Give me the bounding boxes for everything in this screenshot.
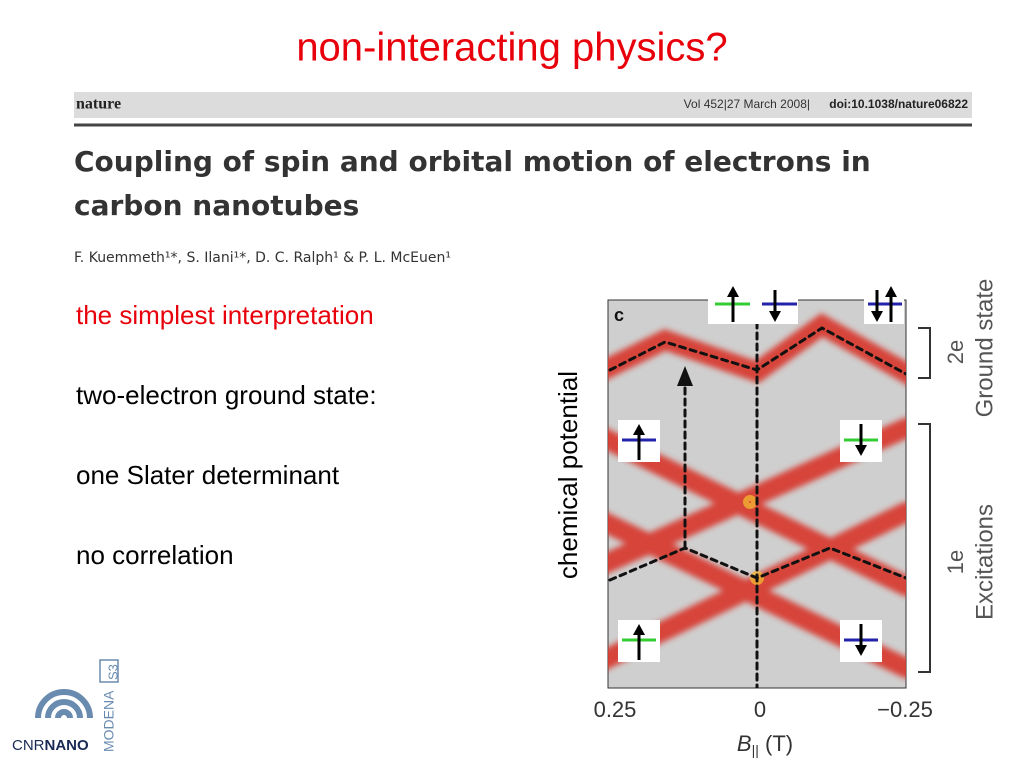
x-axis-unit: (T) [759, 731, 793, 756]
journal: nature [76, 96, 121, 113]
logo-text: CNRNANO [12, 737, 89, 754]
x-axis-label: B|| (T) [737, 731, 793, 758]
bullet: the simplest interpretation [76, 300, 374, 330]
logo-s3: S3 [105, 664, 120, 680]
panel-label: c [614, 305, 624, 325]
x-tick-label: −0.25 [877, 697, 933, 722]
paper-title: carbon nanotubes [74, 189, 359, 222]
spin-icons [618, 284, 904, 662]
x-tick-label: 0 [754, 697, 766, 722]
logo-box [99, 659, 119, 683]
bullet: one Slater determinant [76, 460, 340, 490]
authors: F. Kuemmeth¹*, S. Ilani¹*, D. C. Ralph¹ … [74, 250, 451, 266]
logo-nano: NANO [45, 737, 89, 754]
lower-label: Excitations [971, 504, 998, 620]
x-axis-subscript: || [752, 742, 759, 758]
bullet: two-electron ground state: [76, 380, 377, 410]
x-axis-symbol: B [737, 731, 752, 756]
bullet: no correlation [76, 540, 234, 570]
x-tick-label: 0.25 [594, 697, 637, 722]
logo-modena: MODENA [101, 690, 117, 752]
slide-title: non-interacting physics? [296, 26, 727, 70]
upper-label: Ground state [971, 279, 998, 418]
upper-count: 2e [943, 340, 968, 364]
citation: Vol 452|27 March 2008| [684, 97, 810, 111]
brackets [918, 327, 931, 673]
logo-cnr: CNR [12, 737, 45, 754]
figure: c chemical potential 0.25 0 −0.2 [553, 279, 998, 758]
lower-count: 1e [943, 550, 968, 574]
logo: CNRNANO MODENA S3 [12, 659, 120, 754]
header-band [74, 92, 972, 118]
doi: doi:10.1038/nature06822 [829, 97, 968, 111]
y-axis-label: chemical potential [553, 371, 583, 579]
paper-title: Coupling of spin and orbital motion of e… [74, 145, 871, 178]
